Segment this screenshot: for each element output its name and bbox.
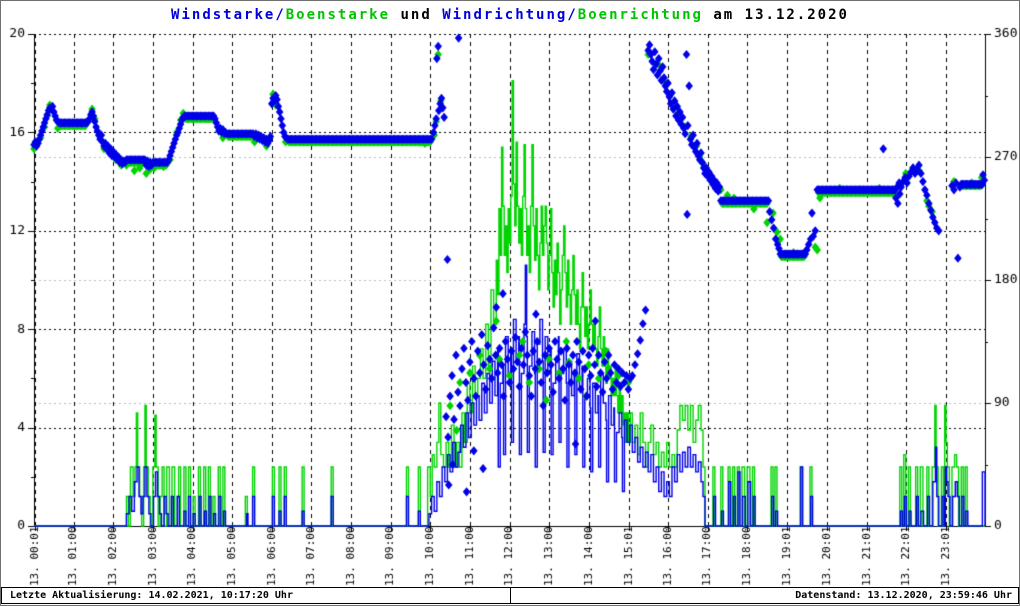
data-timestamp-status: Datenstand: 13.12.2020, 23:59:46 Uhr — [510, 587, 1019, 604]
wind-chart-canvas — [1, 25, 1019, 587]
chart-title: Windstarke/Boenstarke und Windrichtung/B… — [1, 7, 1019, 23]
title-segment: Boenrichtung — [577, 7, 703, 23]
last-update-status: Letzte Aktualisierung: 14.02.2021, 10:17… — [1, 587, 511, 604]
title-segment: Boenstarke — [285, 7, 391, 23]
title-segment: am 13.12.2020 — [702, 7, 849, 23]
title-segment: Windrichtung/ — [442, 7, 578, 23]
title-segment: Windstarke/ — [171, 7, 286, 23]
title-segment: und — [390, 7, 443, 23]
